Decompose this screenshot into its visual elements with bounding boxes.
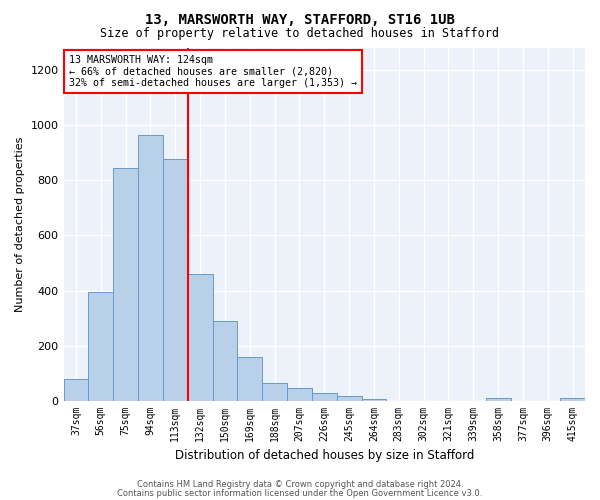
Bar [386,400,411,401]
Bar [436,400,461,401]
Bar [287,388,312,401]
Bar [312,394,337,401]
Bar [560,398,585,401]
Bar [411,400,436,401]
Bar [337,396,362,401]
Bar [188,274,212,401]
Y-axis label: Number of detached properties: Number of detached properties [15,136,25,312]
Bar [485,398,511,401]
Bar [138,134,163,401]
Bar [212,321,238,401]
Bar [262,383,287,401]
Text: 13 MARSWORTH WAY: 124sqm
← 66% of detached houses are smaller (2,820)
32% of sem: 13 MARSWORTH WAY: 124sqm ← 66% of detach… [69,54,357,88]
Text: Contains public sector information licensed under the Open Government Licence v3: Contains public sector information licen… [118,488,482,498]
Text: Size of property relative to detached houses in Stafford: Size of property relative to detached ho… [101,28,499,40]
Bar [113,168,138,401]
Text: 13, MARSWORTH WAY, STAFFORD, ST16 1UB: 13, MARSWORTH WAY, STAFFORD, ST16 1UB [145,12,455,26]
Bar [362,399,386,401]
Text: Contains HM Land Registry data © Crown copyright and database right 2024.: Contains HM Land Registry data © Crown c… [137,480,463,489]
Bar [88,292,113,401]
X-axis label: Distribution of detached houses by size in Stafford: Distribution of detached houses by size … [175,450,474,462]
Bar [64,379,88,401]
Bar [238,357,262,401]
Bar [163,160,188,401]
